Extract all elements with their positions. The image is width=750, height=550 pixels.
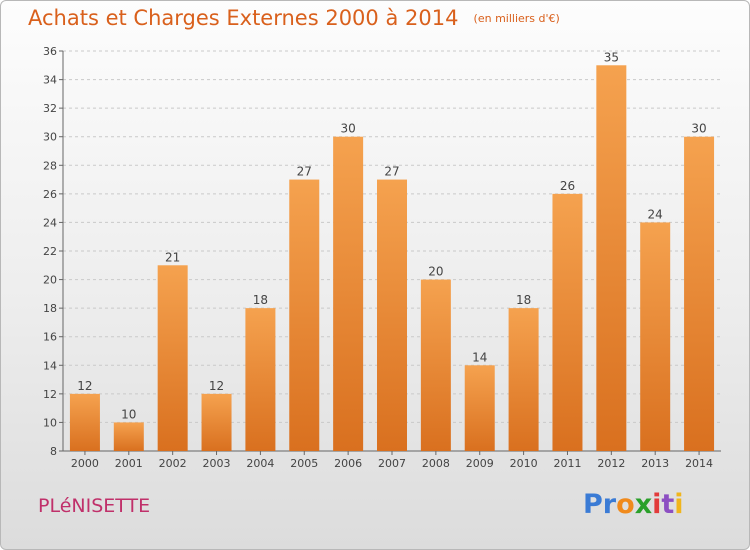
y-tick-label: 8: [50, 445, 57, 458]
bar: [333, 136, 364, 451]
y-tick-label: 34: [43, 74, 57, 87]
logo-letter: r: [602, 489, 617, 520]
y-tick-label: 10: [43, 416, 57, 429]
bar: [69, 393, 100, 451]
y-tick-label: 18: [43, 302, 57, 315]
bar-value-label: 30: [340, 122, 355, 136]
chart-subtitle: (en milliers d'€): [473, 12, 560, 25]
bar: [289, 179, 320, 452]
bar: [464, 365, 495, 451]
chart-title: Achats et Charges Externes 2000 à 2014: [28, 6, 459, 30]
x-tick-label: 2004: [246, 457, 274, 470]
x-tick-label: 2000: [71, 457, 99, 470]
bar-value-label: 14: [472, 350, 487, 364]
bar-value-label: 24: [648, 207, 663, 221]
y-tick-label: 20: [43, 274, 57, 287]
logo-letter: x: [634, 489, 653, 520]
bar-value-label: 35: [604, 50, 619, 64]
x-tick-label: 2009: [466, 457, 494, 470]
y-tick-label: 16: [43, 331, 57, 344]
bar: [157, 265, 188, 451]
bar-value-label: 30: [691, 122, 706, 136]
x-tick-label: 2005: [290, 457, 318, 470]
bar-value-label: 27: [384, 165, 399, 179]
x-tick-label: 2012: [597, 457, 625, 470]
bar: [640, 222, 671, 451]
bar: [420, 279, 451, 451]
bar: [245, 308, 276, 451]
y-tick-label: 32: [43, 102, 57, 115]
y-tick-label: 28: [43, 159, 57, 172]
bar-value-label: 27: [297, 165, 312, 179]
y-tick-label: 36: [43, 45, 57, 58]
bar: [684, 136, 715, 451]
x-tick-label: 2006: [334, 457, 362, 470]
bar-value-label: 10: [121, 407, 136, 421]
logo-letter: P: [583, 489, 603, 520]
y-tick-label: 26: [43, 188, 57, 201]
bar-value-label: 26: [560, 179, 575, 193]
y-tick-label: 22: [43, 245, 57, 258]
title-block: Achats et Charges Externes 2000 à 2014 (…: [28, 6, 560, 30]
logo-letter: o: [616, 489, 635, 520]
x-tick-label: 2008: [422, 457, 450, 470]
bar-value-label: 21: [165, 250, 180, 264]
x-tick-label: 2003: [203, 457, 231, 470]
bar: [552, 193, 583, 451]
bar-value-label: 20: [428, 265, 443, 279]
bar: [113, 422, 144, 451]
y-tick-label: 24: [43, 216, 57, 229]
logo-letter: i: [674, 489, 684, 520]
x-tick-label: 2013: [641, 457, 669, 470]
x-tick-label: 2001: [115, 457, 143, 470]
x-tick-label: 2014: [685, 457, 713, 470]
proxiti-logo[interactable]: Proxiti: [583, 489, 684, 520]
bar-value-label: 12: [77, 379, 92, 393]
x-tick-label: 2010: [510, 457, 538, 470]
bar-value-label: 18: [253, 293, 268, 307]
logo-letter: i: [652, 489, 662, 520]
commune-name: PLéNISETTE: [38, 495, 151, 517]
bar-value-label: 18: [516, 293, 531, 307]
y-tick-label: 30: [43, 131, 57, 144]
bar: [596, 65, 627, 452]
bar: [201, 393, 232, 451]
bar: [508, 308, 539, 451]
x-tick-label: 2007: [378, 457, 406, 470]
x-tick-label: 2011: [553, 457, 581, 470]
bar: [377, 179, 407, 452]
x-tick-label: 2002: [159, 457, 187, 470]
bar-value-label: 12: [209, 379, 224, 393]
y-tick-label: 14: [43, 359, 57, 372]
y-tick-label: 12: [43, 388, 57, 401]
logo-letter: t: [661, 489, 675, 520]
